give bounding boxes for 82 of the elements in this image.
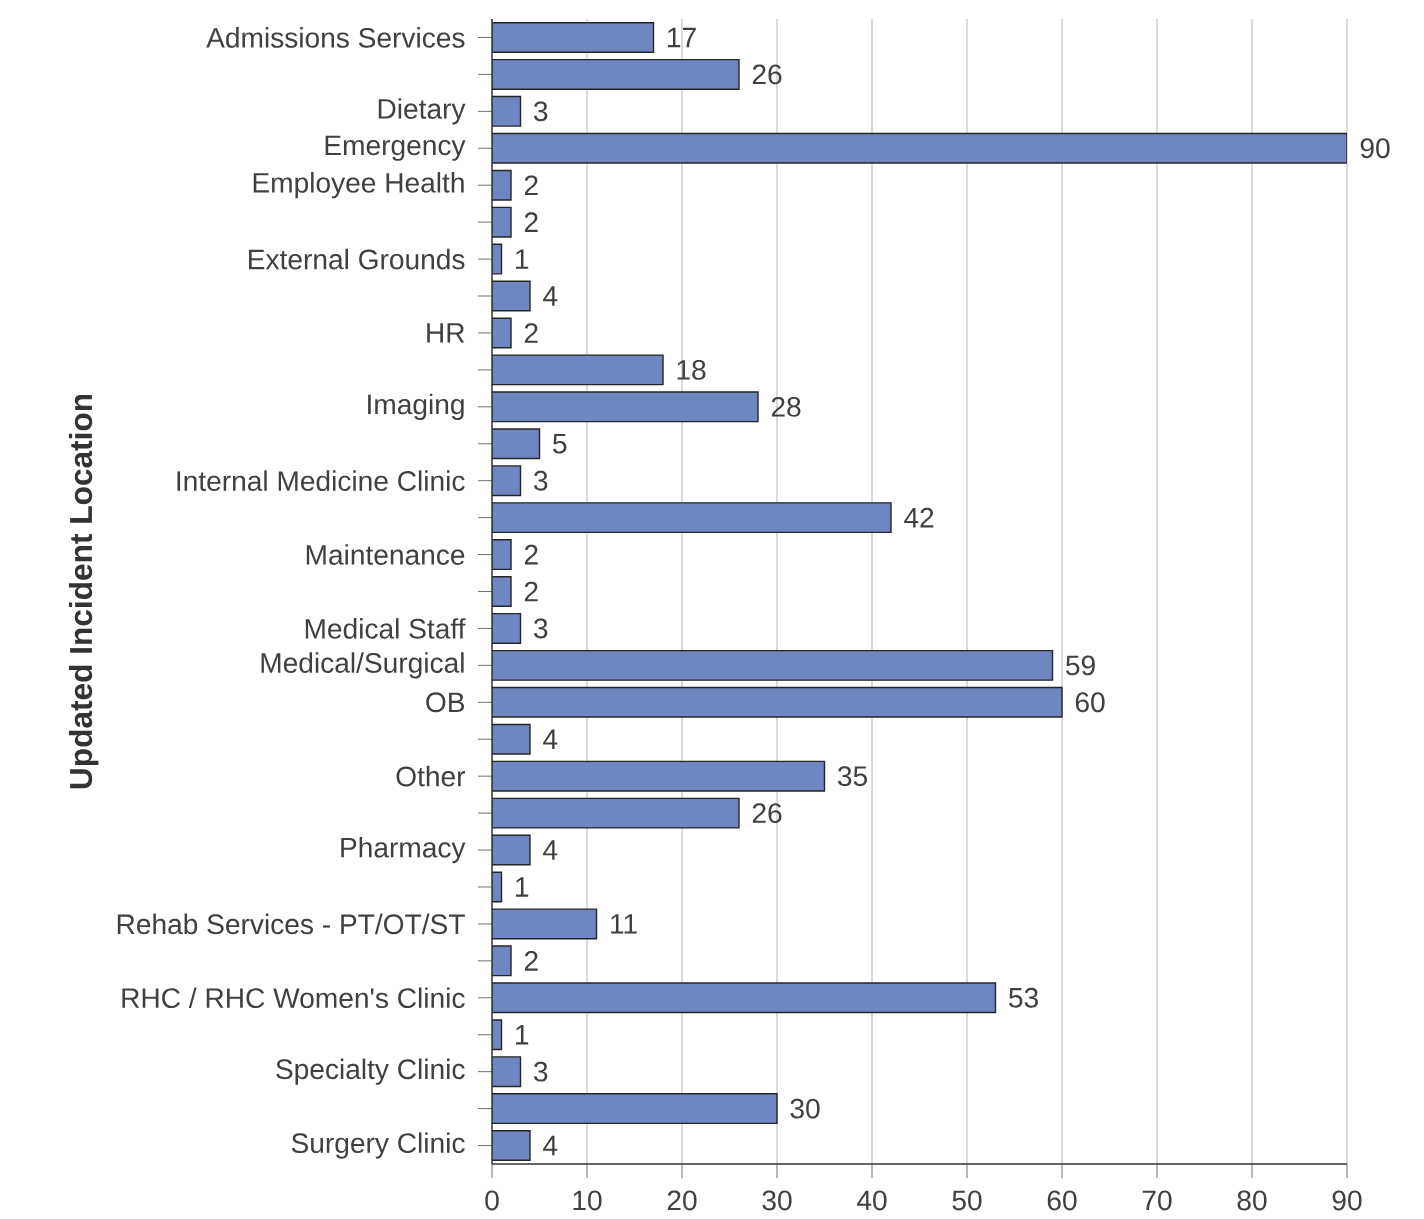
y-tick-label: HR: [427, 323, 465, 343]
y-tick-label: Maintenance: [306, 544, 465, 565]
x-tick-label: 50: [952, 1190, 982, 1211]
bar: [492, 612, 522, 644]
data-label: 2: [524, 323, 538, 343]
bar: [492, 686, 1063, 718]
x-tick-label: 90: [1332, 1190, 1362, 1211]
bar: [492, 502, 892, 534]
bar: [492, 834, 531, 866]
y-tick-label: Rehab Services - PT/OT/ST: [117, 913, 465, 935]
x-tick-label: 40: [857, 1190, 887, 1211]
bar: [492, 723, 531, 755]
y-tick-label: Dietary: [378, 98, 466, 125]
bar: [492, 58, 740, 90]
y-tick-label: Emergency: [325, 135, 466, 161]
data-label: 90: [1360, 138, 1390, 159]
bar: [492, 428, 541, 460]
x-tick-label: 20: [667, 1190, 697, 1211]
y-tick-label: Admissions Services: [206, 27, 465, 48]
y-tick-label: RHC / RHC Women's Clinic: [122, 987, 465, 1009]
y-tick-label: Other: [396, 765, 466, 787]
y-tick-label: Pharmacy: [341, 836, 466, 864]
bar: [492, 797, 740, 829]
data-label: 11: [611, 914, 637, 934]
bar: [492, 95, 522, 127]
x-tick-label: 30: [762, 1190, 792, 1211]
data-label: 35: [837, 766, 867, 787]
bar: [492, 1093, 778, 1125]
bar: [492, 465, 522, 497]
data-label: 2: [524, 212, 538, 232]
x-tick-label: 80: [1237, 1190, 1267, 1211]
data-label: 42: [904, 507, 934, 528]
y-tick-label: Medical Staff: [305, 618, 466, 639]
data-label: 2: [524, 951, 538, 971]
bar: [492, 21, 655, 53]
x-tick-label: 0: [485, 1190, 499, 1211]
data-label: 2: [524, 544, 538, 565]
data-label: 1: [516, 249, 529, 269]
data-label: 1: [516, 1025, 529, 1045]
y-tick-label: Surgery Clinic: [291, 1132, 465, 1159]
data-label: 30: [790, 1098, 820, 1119]
y-tick-label: Imaging: [368, 393, 464, 420]
data-label: 17: [668, 27, 696, 48]
data-label: 1: [516, 877, 529, 897]
bar: [492, 280, 531, 312]
data-label: 4: [543, 840, 558, 860]
bar: [492, 908, 598, 940]
data-label: 28: [771, 396, 801, 417]
data-label: 5: [553, 433, 567, 454]
bar: [492, 132, 1347, 164]
bar: [492, 982, 997, 1014]
data-label: 4: [543, 286, 558, 306]
x-tick-label: 70: [1142, 1190, 1172, 1211]
data-label: 4: [543, 729, 558, 749]
data-label: 53: [1009, 987, 1038, 1008]
data-label: 3: [533, 1061, 548, 1082]
bar: [492, 760, 826, 792]
x-tick-label: 60: [1047, 1190, 1077, 1211]
bar: [492, 1056, 522, 1088]
data-label: 2: [524, 175, 538, 196]
y-tick-label: Employee Health: [253, 172, 464, 199]
data-label: 26: [752, 803, 782, 824]
y-tick-label: Medical/Surgical: [261, 652, 464, 679]
data-label: 3: [533, 470, 548, 491]
x-tick-label: 10: [573, 1190, 602, 1211]
data-label: 3: [533, 618, 548, 639]
data-label: 26: [752, 64, 782, 85]
y-axis-title: Updated Incident Location: [68, 394, 99, 789]
y-tick-label: OB: [426, 692, 465, 713]
y-tick-label: Specialty Clinic: [276, 1058, 465, 1085]
data-label: 2: [524, 581, 538, 602]
data-label: 60: [1075, 692, 1105, 713]
bar: [492, 649, 1054, 681]
data-label: 3: [533, 101, 548, 122]
y-tick-label: Internal Medicine Clinic: [177, 470, 465, 492]
bar: [492, 391, 759, 423]
data-label: 18: [677, 359, 706, 380]
y-tick-label: External Grounds: [249, 248, 465, 270]
data-label: 59: [1066, 655, 1095, 676]
bar: [492, 1130, 531, 1162]
bar: [492, 354, 664, 386]
data-label: 4: [543, 1135, 558, 1156]
